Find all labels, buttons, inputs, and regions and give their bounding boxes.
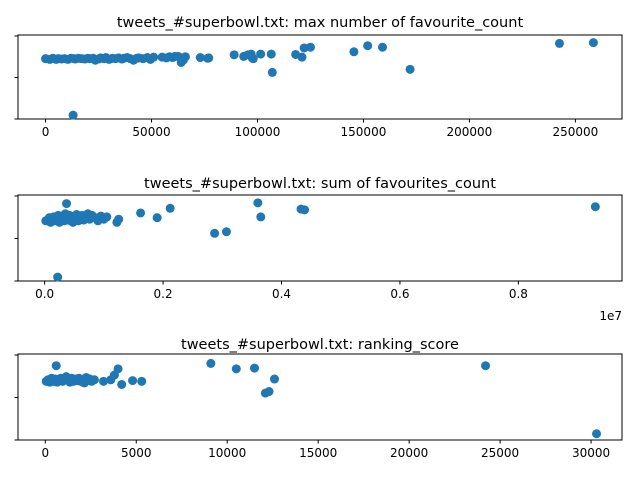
data-point	[405, 64, 415, 74]
data-point	[195, 53, 205, 63]
data-point	[256, 212, 266, 222]
data-point	[363, 41, 373, 51]
data-point	[231, 364, 241, 374]
axes-frame	[17, 194, 623, 282]
x-tick-label: 0.0	[35, 287, 54, 301]
data-point	[588, 38, 598, 48]
data-point	[250, 363, 260, 373]
chart-title: tweets_#superbowl.txt: max number of fav…	[117, 15, 524, 31]
data-point	[300, 205, 310, 215]
data-point	[149, 52, 159, 62]
x-tick-label: 5000	[121, 446, 152, 460]
data-point	[68, 110, 78, 120]
x-tick-label: 0	[42, 125, 50, 139]
x-tick-label: 15000	[299, 446, 337, 460]
x-tick-label: 0.2	[154, 287, 173, 301]
data-point	[267, 67, 277, 77]
data-point	[102, 212, 112, 222]
x-tick-label: 0	[41, 446, 49, 460]
data-point	[248, 54, 258, 64]
data-point	[53, 272, 63, 282]
data-point	[349, 47, 359, 57]
x-tick-label: 0.8	[509, 287, 528, 301]
data-point	[180, 52, 190, 62]
data-point	[554, 38, 564, 48]
data-point	[99, 376, 109, 386]
x-tick-label: 50000	[132, 125, 170, 139]
x-tick-label: 10000	[208, 446, 246, 460]
x-tick-label: 20000	[390, 446, 428, 460]
data-point	[378, 42, 388, 52]
data-point	[128, 376, 138, 386]
data-point	[256, 49, 266, 59]
data-point	[253, 198, 263, 208]
x-tick-label: 0.6	[390, 287, 409, 301]
data-point	[113, 364, 123, 374]
x-tick-label: 150000	[341, 125, 387, 139]
axes-frame	[17, 34, 623, 120]
data-point	[297, 52, 307, 62]
data-point	[270, 374, 280, 384]
data-point	[51, 361, 61, 371]
axes-frame	[17, 353, 623, 441]
data-point	[117, 379, 127, 389]
data-point	[204, 53, 214, 63]
data-point	[266, 49, 276, 59]
chart-title: tweets_#superbowl.txt: ranking_score	[181, 337, 459, 353]
data-point	[165, 203, 175, 213]
data-point	[206, 358, 216, 368]
x-tick-label: 30000	[572, 446, 610, 460]
subplot-2: tweets_#superbowl.txt: sum of favourites…	[14, 176, 623, 323]
subplot-3: tweets_#superbowl.txt: ranking_score 0 500…	[14, 337, 623, 460]
data-point	[89, 375, 99, 385]
data-point	[136, 208, 146, 218]
data-point	[62, 199, 72, 209]
data-point	[229, 50, 239, 60]
data-point	[264, 387, 274, 397]
data-point	[592, 429, 602, 439]
chart-title: tweets_#superbowl.txt: sum of favourites…	[144, 176, 496, 192]
data-point	[114, 214, 124, 224]
x-tick-label: 25000	[481, 446, 519, 460]
x-offset-label: 1e7	[599, 309, 622, 323]
data-point	[590, 202, 600, 212]
x-tick-label: 200000	[447, 125, 493, 139]
data-point	[305, 42, 315, 52]
data-point	[221, 227, 231, 237]
x-tick-label: 100000	[235, 125, 281, 139]
data-point	[210, 228, 220, 238]
x-tick-label: 250000	[552, 125, 598, 139]
data-point	[481, 361, 491, 371]
subplot-1: tweets_#superbowl.txt: max number of fav…	[14, 15, 623, 139]
data-point	[152, 213, 162, 223]
x-tick-label: 0.4	[272, 287, 291, 301]
data-point	[137, 376, 147, 386]
